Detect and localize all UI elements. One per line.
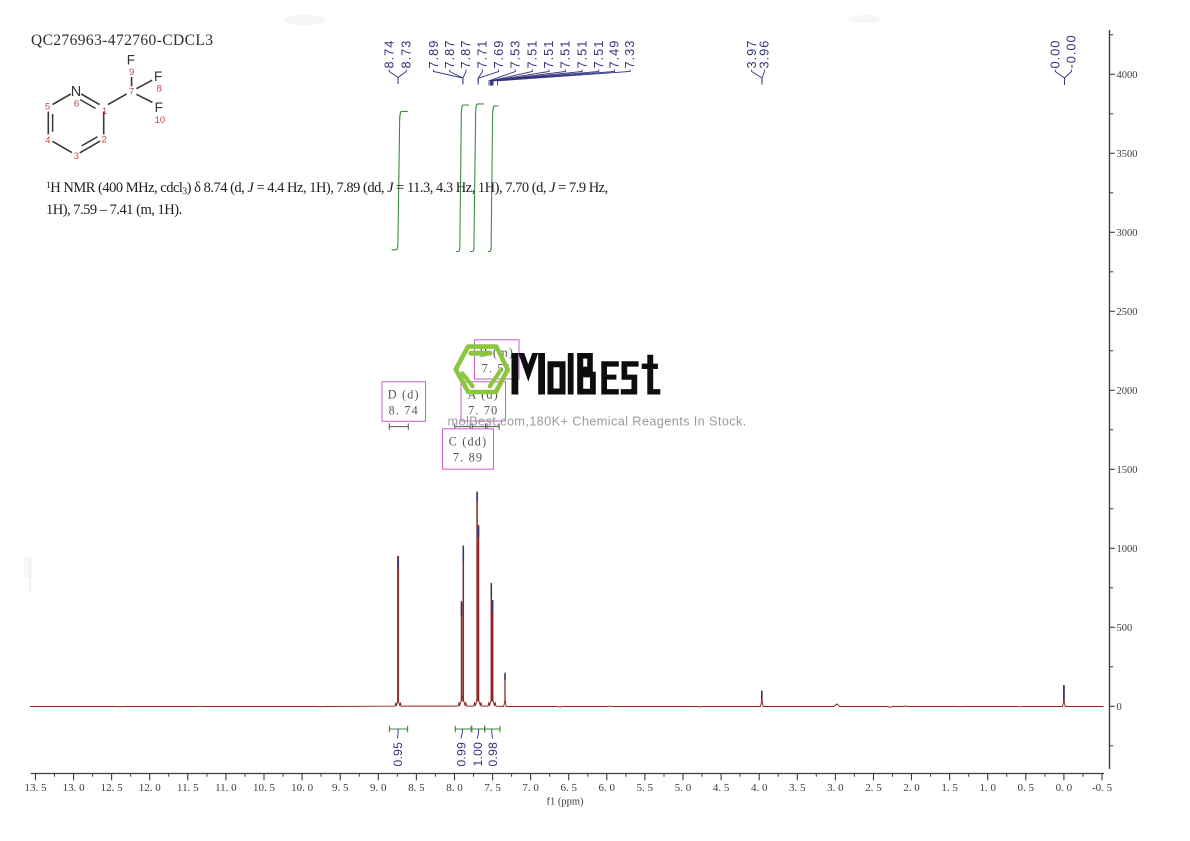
svg-text:7.51: 7.51 (574, 40, 589, 69)
svg-text:1500: 1500 (1117, 465, 1138, 476)
svg-text:8.74: 8.74 (382, 40, 397, 69)
svg-text:10. 5: 10. 5 (253, 782, 276, 794)
svg-text:-0.00: -0.00 (1064, 34, 1079, 68)
svg-text:7. 5: 7. 5 (484, 782, 501, 794)
svg-text:QC276963-472760-CDCL3: QC276963-472760-CDCL3 (31, 32, 213, 49)
svg-text:7.51: 7.51 (525, 40, 540, 69)
svg-text:6: 6 (74, 99, 79, 110)
svg-text:F: F (155, 100, 163, 115)
svg-text:7.33: 7.33 (622, 40, 637, 69)
svg-text:11. 5: 11. 5 (177, 782, 199, 794)
svg-text:8: 8 (157, 84, 162, 95)
svg-text:4: 4 (45, 135, 50, 146)
svg-text:9. 0: 9. 0 (370, 782, 387, 794)
svg-text:3: 3 (74, 151, 79, 162)
svg-text:5: 5 (45, 102, 50, 113)
svg-text:8.73: 8.73 (398, 40, 413, 69)
svg-text:0.00: 0.00 (1048, 40, 1063, 69)
svg-text:11. 0: 11. 0 (215, 782, 237, 794)
svg-text:10: 10 (155, 115, 166, 126)
svg-text:7.87: 7.87 (442, 40, 457, 69)
svg-text:0: 0 (1117, 702, 1122, 713)
svg-text:7. 70: 7. 70 (468, 403, 498, 417)
svg-text:7. 0: 7. 0 (522, 782, 539, 794)
svg-text:0. 0: 0. 0 (1056, 782, 1073, 794)
svg-text:3.97: 3.97 (744, 40, 759, 69)
svg-text:4000: 4000 (1117, 70, 1138, 81)
svg-text:2. 0: 2. 0 (903, 782, 920, 794)
svg-text:1: 1 (102, 106, 107, 117)
svg-text:8. 0: 8. 0 (446, 782, 463, 794)
svg-text:7.87: 7.87 (458, 40, 473, 69)
svg-text:9. 5: 9. 5 (332, 782, 349, 794)
svg-text:7.51: 7.51 (591, 40, 606, 69)
svg-text:F: F (154, 69, 162, 84)
svg-text:3500: 3500 (1117, 149, 1138, 160)
svg-text:0.99: 0.99 (454, 742, 468, 767)
svg-text:9: 9 (129, 67, 134, 78)
svg-text:3. 0: 3. 0 (827, 782, 844, 794)
svg-text:10. 0: 10. 0 (291, 782, 314, 794)
svg-text:4. 5: 4. 5 (713, 782, 730, 794)
svg-text:500: 500 (1117, 623, 1133, 634)
svg-text:3. 5: 3. 5 (789, 782, 806, 794)
svg-text:2000: 2000 (1117, 386, 1138, 397)
svg-text:5. 0: 5. 0 (675, 782, 692, 794)
svg-text:2: 2 (102, 134, 107, 145)
svg-text:F: F (127, 52, 135, 67)
svg-text:N: N (71, 84, 81, 100)
svg-text:D (d): D (d) (388, 387, 420, 401)
svg-text:7.53: 7.53 (508, 40, 523, 69)
svg-text:7.49: 7.49 (607, 40, 622, 69)
svg-text:0.98: 0.98 (486, 742, 500, 767)
svg-text:3000: 3000 (1117, 228, 1138, 239)
svg-text:7.69: 7.69 (491, 40, 506, 69)
svg-text:8. 74: 8. 74 (389, 403, 419, 417)
svg-text:2500: 2500 (1117, 307, 1138, 318)
svg-text:12. 5: 12. 5 (101, 782, 124, 794)
svg-text:7.51: 7.51 (558, 40, 573, 69)
svg-text:1.00: 1.00 (471, 742, 485, 767)
svg-text:-0. 5: -0. 5 (1092, 782, 1113, 794)
svg-text:5. 5: 5. 5 (637, 782, 654, 794)
svg-text:6. 0: 6. 0 (599, 782, 616, 794)
svg-text:0.95: 0.95 (391, 742, 405, 767)
svg-text:12. 0: 12. 0 (139, 782, 162, 794)
svg-text:1. 5: 1. 5 (941, 782, 958, 794)
svg-text:13. 0: 13. 0 (63, 782, 86, 794)
svg-text:7. 89: 7. 89 (453, 450, 483, 464)
svg-text:C (dd): C (dd) (449, 434, 488, 448)
svg-text:1. 0: 1. 0 (979, 782, 996, 794)
svg-text:3.96: 3.96 (757, 40, 772, 69)
svg-text:f1 (ppm): f1 (ppm) (546, 797, 584, 808)
svg-text:2. 5: 2. 5 (865, 782, 882, 794)
svg-text:molBest.com,180K+ Chemical Rea: molBest.com,180K+ Chemical Reagents In S… (448, 414, 747, 429)
svg-text:7.51: 7.51 (541, 40, 556, 69)
svg-text:8. 5: 8. 5 (408, 782, 425, 794)
svg-text:0. 5: 0. 5 (1018, 782, 1035, 794)
svg-text:7.89: 7.89 (426, 40, 441, 69)
svg-text:6. 5: 6. 5 (560, 782, 577, 794)
svg-text:13. 5: 13. 5 (25, 782, 48, 794)
svg-text:4. 0: 4. 0 (751, 782, 768, 794)
svg-text:1000: 1000 (1117, 544, 1138, 555)
svg-text:7: 7 (129, 87, 134, 98)
svg-text:7.71: 7.71 (475, 40, 490, 69)
